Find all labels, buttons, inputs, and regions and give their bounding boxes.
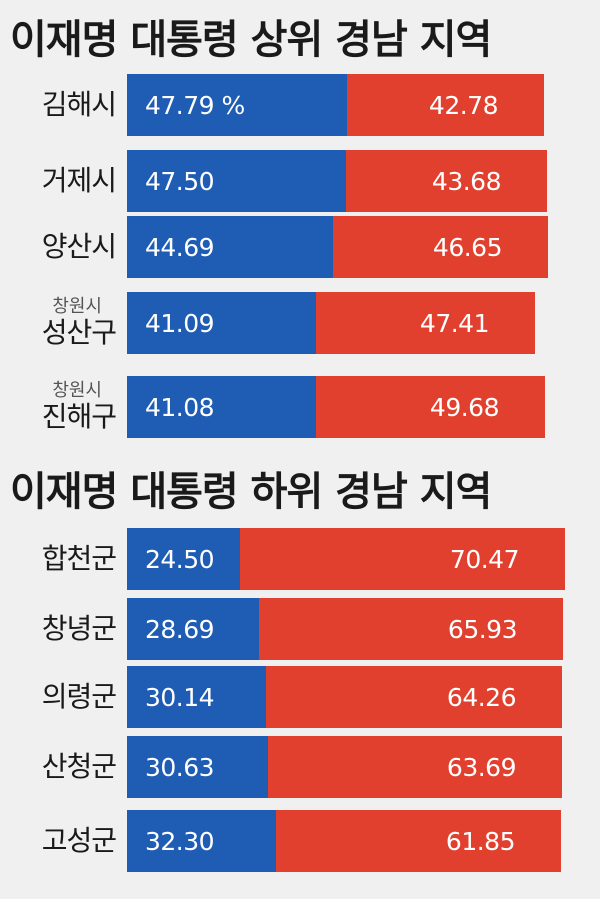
bar-blue: 28.69 [127, 598, 259, 660]
value-label-blue: 24.50 [145, 544, 215, 574]
bar-row: 김해시 47.79 % 42.78 [0, 74, 600, 136]
row-name: 성산구 [41, 316, 117, 349]
bar-track: 41.09 47.41 [127, 292, 588, 354]
bar-red: 61.85 [276, 810, 561, 872]
row-name: 거제시 [41, 164, 117, 197]
value-label-red: 64.26 [446, 682, 517, 712]
value-label-red: 46.65 [432, 232, 503, 262]
bar-row: 양산시 44.69 46.65 [0, 216, 600, 278]
chart-title-bottom: 이재명 대통령 하위 경남 지역 [10, 469, 492, 515]
bar-track: 32.30 61.85 [127, 810, 588, 872]
bar-blue: 44.69 [127, 216, 333, 278]
row-label: 의령군 [0, 666, 124, 728]
bar-track: 30.63 63.69 [127, 736, 588, 798]
row-label: 합천군 [0, 528, 124, 590]
row-label: 창녕군 [0, 598, 124, 660]
value-label-blue: 30.63 [145, 752, 215, 782]
bar-red: 70.47 [240, 528, 565, 590]
value-label-blue: 41.09 [145, 308, 215, 338]
chart-title-top: 이재명 대통령 상위 경남 지역 [10, 17, 492, 63]
row-name: 양산시 [41, 230, 117, 263]
row-name: 의령군 [41, 680, 117, 713]
value-label-blue: 28.69 [145, 614, 215, 644]
bar-red: 42.78 [347, 74, 544, 136]
bar-track: 41.08 49.68 [127, 376, 588, 438]
bar-blue: 41.09 [127, 292, 316, 354]
row-label: 창원시 성산구 [0, 292, 124, 354]
bar-row: 창원시 진해구 41.08 49.68 [0, 376, 600, 438]
row-name: 창녕군 [41, 612, 117, 645]
row-name: 산청군 [41, 750, 117, 783]
value-label-red: 70.47 [449, 544, 520, 574]
bar-row: 고성군 32.30 61.85 [0, 810, 600, 872]
row-name: 진해구 [41, 400, 117, 433]
value-label-red: 42.78 [428, 90, 499, 120]
row-label: 창원시 진해구 [0, 376, 124, 438]
bar-blue: 41.08 [127, 376, 316, 438]
value-label-red: 49.68 [429, 392, 500, 422]
value-label-red: 61.85 [445, 826, 516, 856]
row-sublabel: 창원시 [52, 296, 102, 317]
bar-blue: 30.14 [127, 666, 266, 728]
value-label-blue: 47.79 % [145, 90, 245, 120]
bar-row: 창원시 성산구 41.09 47.41 [0, 292, 600, 354]
bar-red: 63.69 [268, 736, 562, 798]
value-label-red: 43.68 [431, 166, 502, 196]
bar-track: 24.50 70.47 [127, 528, 588, 590]
bar-row: 거제시 47.50 43.68 [0, 150, 600, 212]
value-label-blue: 47.50 [145, 166, 215, 196]
bar-track: 28.69 65.93 [127, 598, 588, 660]
bar-blue: 47.79 % [127, 74, 347, 136]
bar-row: 의령군 30.14 64.26 [0, 666, 600, 728]
value-label-blue: 44.69 [145, 232, 215, 262]
bar-blue: 47.50 [127, 150, 346, 212]
bar-track: 47.79 % 42.78 [127, 74, 588, 136]
bar-blue: 32.30 [127, 810, 276, 872]
value-label-blue: 30.14 [145, 682, 215, 712]
row-name: 고성군 [41, 824, 117, 857]
bar-row: 창녕군 28.69 65.93 [0, 598, 600, 660]
row-label: 김해시 [0, 74, 124, 136]
bar-blue: 30.63 [127, 736, 268, 798]
bar-blue: 24.50 [127, 528, 240, 590]
row-label: 산청군 [0, 736, 124, 798]
row-label: 고성군 [0, 810, 124, 872]
bar-red: 47.41 [316, 292, 535, 354]
value-label-red: 65.93 [447, 614, 518, 644]
bar-red: 46.65 [333, 216, 548, 278]
bar-red: 49.68 [316, 376, 545, 438]
bar-row: 산청군 30.63 63.69 [0, 736, 600, 798]
row-label: 양산시 [0, 216, 124, 278]
value-label-blue: 41.08 [145, 392, 215, 422]
bar-track: 30.14 64.26 [127, 666, 588, 728]
bar-track: 47.50 43.68 [127, 150, 588, 212]
bar-red: 43.68 [346, 150, 547, 212]
bar-row: 합천군 24.50 70.47 [0, 528, 600, 590]
bar-red: 65.93 [259, 598, 563, 660]
row-name: 김해시 [41, 88, 117, 121]
bar-track: 44.69 46.65 [127, 216, 588, 278]
row-label: 거제시 [0, 150, 124, 212]
value-label-red: 47.41 [419, 308, 490, 338]
bar-red: 64.26 [266, 666, 562, 728]
value-label-blue: 32.30 [145, 826, 215, 856]
row-sublabel: 창원시 [52, 380, 102, 401]
value-label-red: 63.69 [446, 752, 517, 782]
row-name: 합천군 [41, 542, 117, 575]
